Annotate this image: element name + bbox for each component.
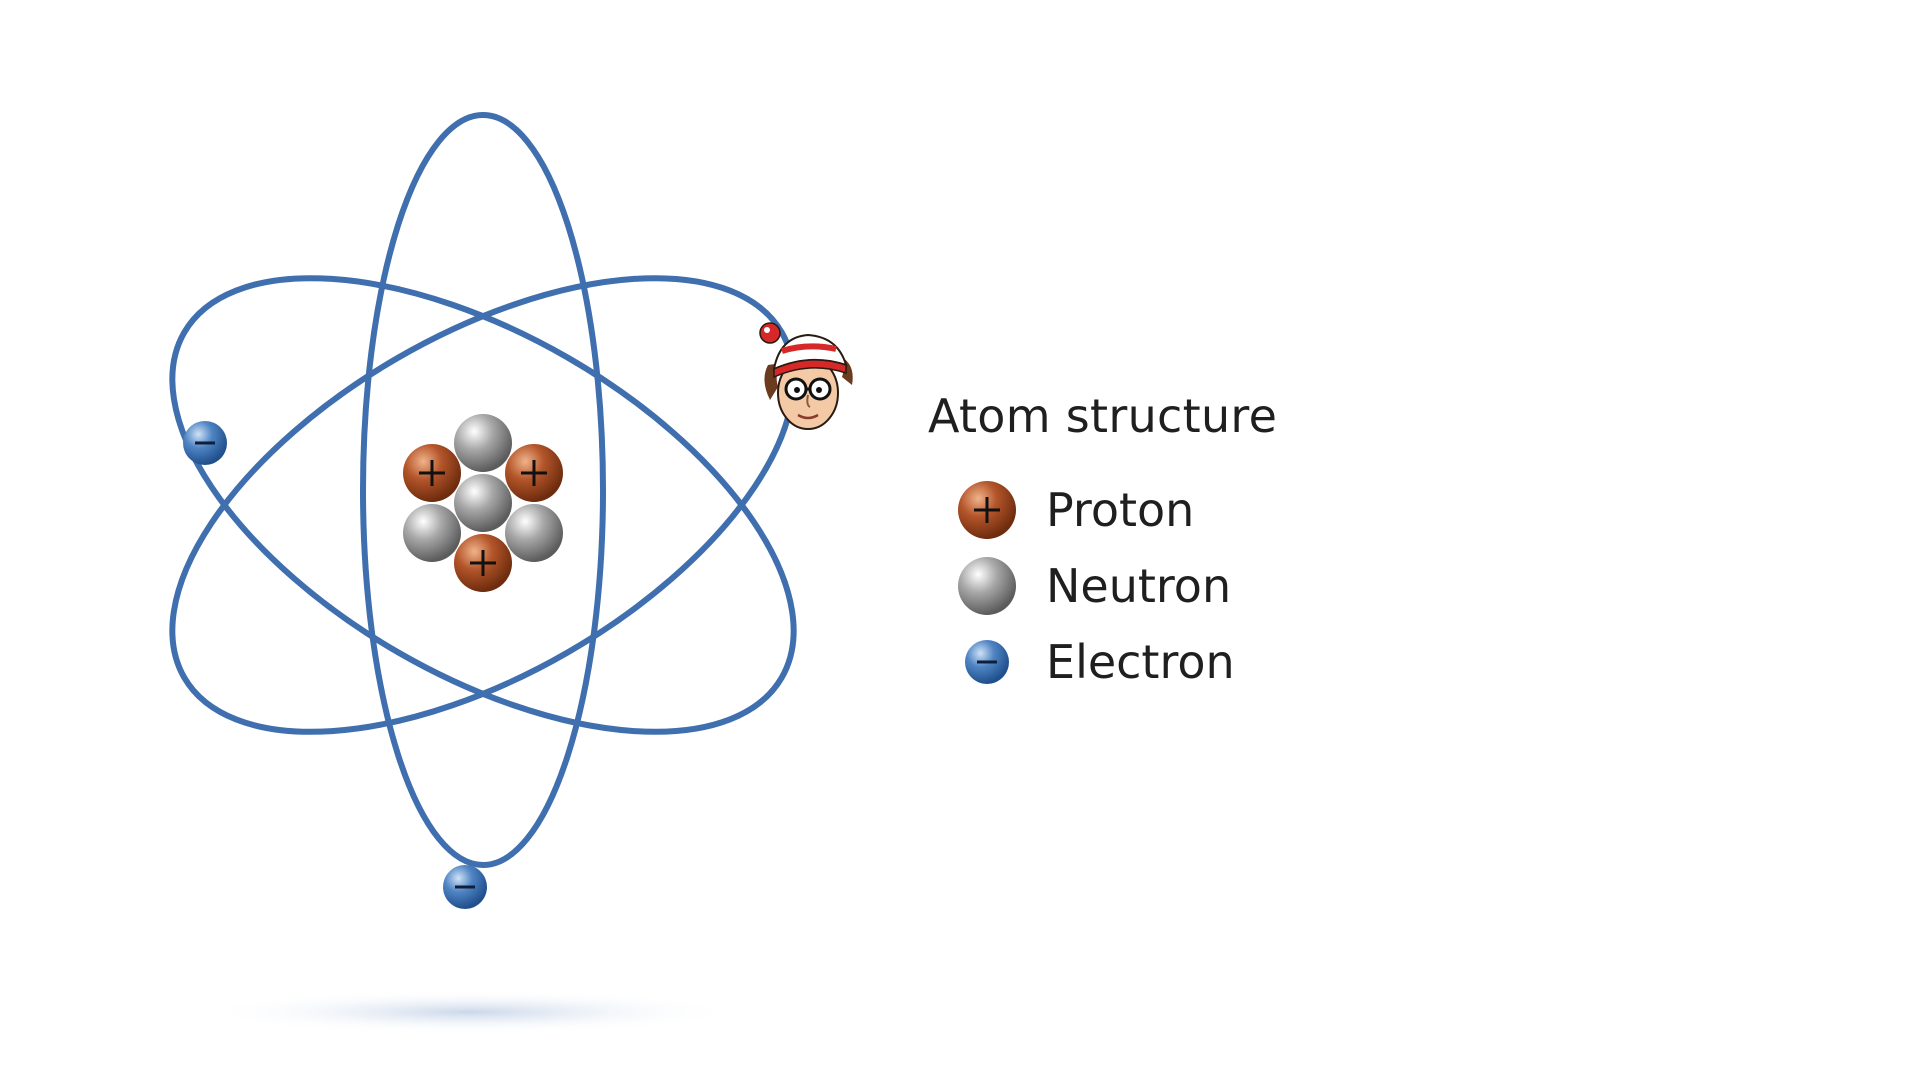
nucleus (403, 414, 563, 592)
nucleus-proton (454, 534, 512, 592)
legend-label-neutron: Neutron (1046, 559, 1232, 613)
neutron-icon (956, 555, 1018, 617)
orbit-diagonal-a (169, 275, 797, 735)
electron-icon (956, 631, 1018, 693)
orbits (169, 112, 797, 868)
nucleus-proton (403, 444, 461, 502)
legend-item-electron: Electron (956, 624, 1277, 700)
legend-title: Atom structure (928, 389, 1278, 443)
orbit-electron (183, 421, 227, 465)
nucleus-proton (505, 444, 563, 502)
nucleus-neutron (454, 474, 512, 532)
legend-label-proton: Proton (1046, 483, 1195, 537)
proton-icon (956, 479, 1018, 541)
nucleus-neutron (454, 414, 512, 472)
orbit-vertical (360, 112, 606, 868)
nucleus-neutron (403, 504, 461, 562)
nucleus-neutron (505, 504, 563, 562)
legend-item-neutron: Neutron (956, 548, 1277, 624)
legend-item-proton: Proton (956, 472, 1277, 548)
orbit-electron (443, 865, 487, 909)
floor-shadow (200, 990, 740, 1034)
waldo-face-icon (759, 322, 853, 430)
legend-label-electron: Electron (1046, 635, 1235, 689)
orbit-diagonal-b (169, 275, 797, 735)
electrons (183, 421, 487, 909)
legend: Atom structure Proton (928, 384, 1277, 700)
